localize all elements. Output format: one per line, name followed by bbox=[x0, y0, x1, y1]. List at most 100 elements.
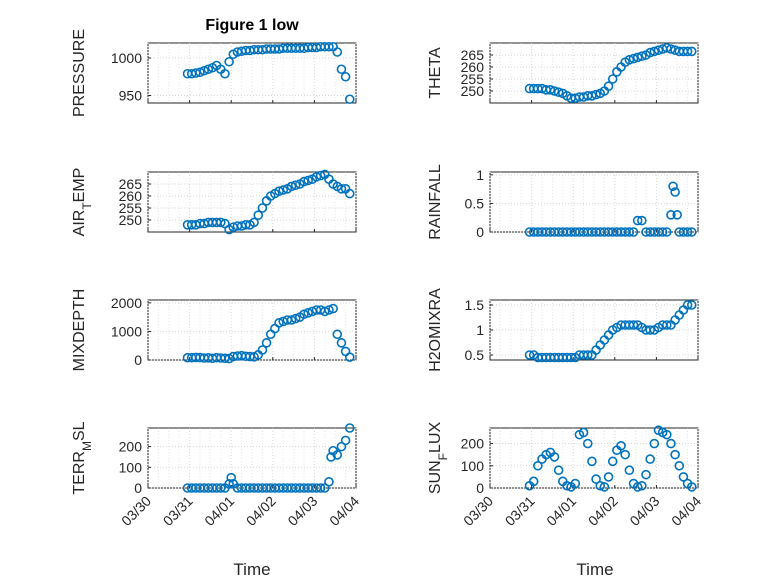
data-point bbox=[220, 68, 230, 79]
data-point bbox=[336, 184, 347, 194]
data-point bbox=[324, 305, 334, 315]
data-point bbox=[603, 81, 614, 91]
subplot-1: 950 1000 PRESSURE bbox=[71, 29, 357, 117]
y-tick-label: 100 bbox=[461, 458, 485, 474]
data-point bbox=[286, 181, 297, 192]
data-point bbox=[311, 172, 322, 182]
data-point bbox=[624, 54, 635, 65]
data-point bbox=[303, 308, 313, 318]
data-point bbox=[645, 454, 655, 464]
data-point bbox=[591, 474, 601, 484]
data-point bbox=[191, 68, 201, 78]
data-point bbox=[666, 438, 676, 449]
data-point bbox=[587, 91, 597, 101]
x-tick-label: 04/01 bbox=[201, 493, 237, 529]
data-point bbox=[344, 188, 355, 199]
y-axis-label: TERRMSL bbox=[71, 421, 94, 494]
x-tick-label: 04/02 bbox=[585, 493, 621, 529]
data-point bbox=[562, 480, 572, 491]
data-point bbox=[257, 345, 268, 355]
y-axis-label: H2OMIXRA bbox=[427, 288, 444, 372]
data-point bbox=[570, 478, 581, 489]
data-point bbox=[328, 303, 338, 314]
data-point bbox=[603, 472, 614, 482]
y-tick-label: 200 bbox=[119, 439, 143, 455]
data-point bbox=[332, 47, 343, 57]
y-tick-label: 255 bbox=[119, 200, 143, 216]
y-tick-label: 0 bbox=[134, 480, 142, 496]
y-axis-label: PRESSURE bbox=[71, 29, 88, 117]
y-tick-label: 260 bbox=[461, 59, 485, 75]
subplot-6: 0.5 1 1.5 H2OMIXRA bbox=[427, 288, 699, 372]
data-point bbox=[278, 185, 289, 195]
y-tick-label: 100 bbox=[119, 459, 143, 475]
data-point bbox=[657, 227, 668, 237]
data-point bbox=[332, 450, 343, 460]
data-point bbox=[686, 46, 697, 57]
data-point bbox=[661, 429, 672, 440]
data-point bbox=[628, 320, 639, 330]
data-point bbox=[528, 476, 539, 487]
data-point bbox=[632, 482, 643, 492]
x-tick-label: 03/30 bbox=[460, 493, 496, 529]
y-tick-label: 2000 bbox=[111, 295, 142, 311]
x-tick-label: 04/03 bbox=[284, 493, 320, 529]
y-axis-label: RAINFALL bbox=[427, 164, 444, 240]
data-point bbox=[686, 300, 697, 310]
data-point bbox=[216, 483, 226, 493]
data-point bbox=[274, 186, 284, 196]
data-point bbox=[326, 452, 336, 462]
y-tick-label: 0.5 bbox=[465, 195, 485, 211]
data-point bbox=[616, 440, 626, 451]
data-point bbox=[524, 350, 535, 360]
y-axis-label: AIRTEMP bbox=[71, 168, 94, 237]
data-point bbox=[566, 352, 576, 363]
data-point bbox=[637, 480, 647, 491]
data-point bbox=[637, 215, 647, 226]
data-point bbox=[336, 338, 347, 348]
y-axis-label: THETA bbox=[427, 47, 444, 99]
data-point bbox=[340, 71, 351, 82]
data-point bbox=[641, 469, 651, 480]
data-point bbox=[599, 482, 610, 492]
figure-title: Figure 1 low bbox=[205, 17, 299, 34]
y-tick-label: 950 bbox=[119, 88, 143, 104]
data-point bbox=[678, 472, 689, 482]
data-point bbox=[336, 64, 347, 75]
data-point bbox=[303, 175, 313, 186]
x-tick-label: 03/30 bbox=[118, 493, 154, 529]
data-point bbox=[199, 65, 209, 76]
y-tick-label: 260 bbox=[119, 188, 143, 204]
x-tick-label: 04/01 bbox=[543, 493, 579, 529]
y-axis-label: MIXDEPTH bbox=[71, 289, 88, 372]
data-point bbox=[299, 176, 309, 187]
data-point bbox=[607, 74, 618, 84]
data-point bbox=[216, 217, 226, 228]
data-point bbox=[686, 227, 697, 237]
data-point bbox=[290, 180, 301, 190]
subplot-4: 0 0.5 1 RAINFALL bbox=[427, 164, 699, 240]
data-point bbox=[670, 449, 680, 460]
data-point bbox=[637, 51, 647, 62]
x-tick-label: 04/03 bbox=[626, 493, 662, 529]
y-tick-label: 1000 bbox=[111, 323, 142, 339]
y-tick-label: 0.5 bbox=[465, 347, 485, 363]
data-point bbox=[253, 210, 264, 220]
y-tick-label: 1.5 bbox=[465, 297, 485, 313]
data-point bbox=[624, 227, 635, 237]
subplot-5: 0 1000 2000 MIXDEPTH bbox=[71, 289, 357, 372]
data-point bbox=[315, 483, 326, 493]
y-tick-label: 0 bbox=[476, 480, 484, 496]
subplot-7: 0 100 200 03/30 03/31 04/01 04/02 04/03 04/04 TER… bbox=[71, 421, 362, 529]
data-point bbox=[628, 227, 639, 237]
data-point bbox=[670, 187, 680, 197]
data-point bbox=[344, 352, 355, 362]
data-point bbox=[672, 210, 683, 220]
data-point bbox=[661, 227, 672, 237]
data-point bbox=[682, 46, 693, 57]
y-tick-label: 250 bbox=[461, 83, 485, 99]
